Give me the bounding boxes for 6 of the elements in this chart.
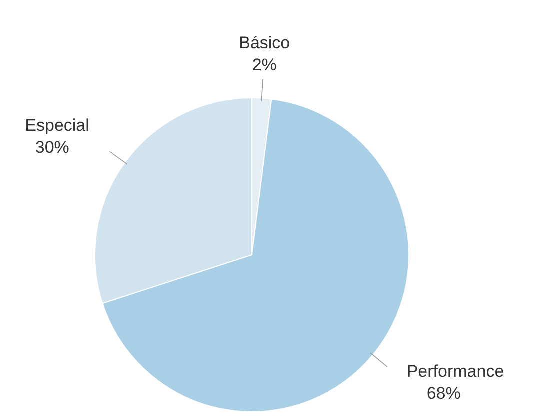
slice-label: Básico bbox=[239, 33, 290, 52]
slice-label: Performance bbox=[406, 362, 504, 382]
data-label: 2% bbox=[252, 55, 277, 74]
slice-label: Especial bbox=[25, 116, 90, 135]
data-label: 68% bbox=[426, 384, 461, 404]
data-label: 30% bbox=[35, 138, 70, 157]
